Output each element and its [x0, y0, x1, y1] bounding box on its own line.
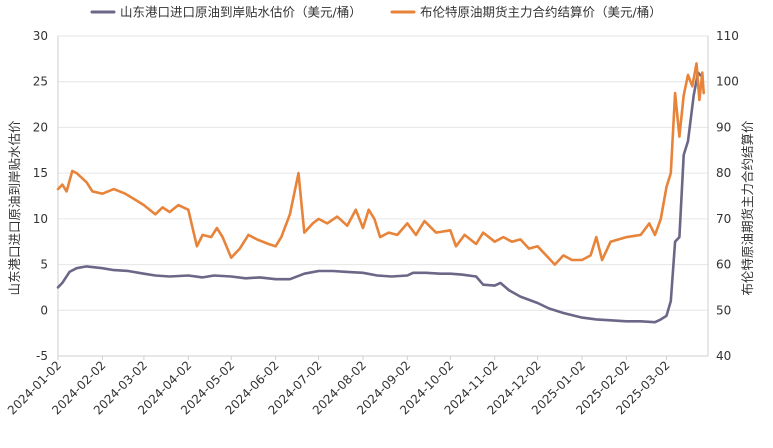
y-right-tick-label: 70: [716, 212, 731, 226]
y-left-tick-label: 20: [33, 120, 48, 134]
series-line-discount: [56, 71, 704, 324]
y-right-tick-label: 90: [716, 120, 731, 134]
y-right-tick-label: 100: [716, 75, 739, 89]
y-right-tick-label: 60: [716, 258, 731, 272]
y-right-tick-label: 110: [716, 29, 739, 43]
y-left-tick-label: 15: [33, 166, 48, 180]
series-lines: [56, 62, 706, 324]
y-right-tick-label: 80: [716, 166, 731, 180]
legend-label: 布伦特原油期货主力合约结算价（美元/桶）: [420, 5, 662, 20]
axes: -50510152025304050607080901001102024-01-…: [5, 29, 755, 417]
y-left-tick-label: 30: [33, 29, 48, 43]
y-left-axis-title: 山东港口进口原油到岸贴水估价: [7, 120, 22, 296]
series-line-brent: [56, 62, 706, 266]
legend-label: 山东港口进口原油到岸贴水估价（美元/桶）: [120, 5, 362, 20]
y-left-tick-label: 10: [33, 212, 48, 226]
y-left-tick-label: 0: [40, 303, 48, 317]
y-right-tick-label: 40: [716, 349, 731, 363]
y-right-axis-title: 布伦特原油期货主力合约结算价: [740, 120, 755, 296]
grid-lines: [58, 35, 708, 357]
legend: 山东港口进口原油到岸贴水估价（美元/桶） 布伦特原油期货主力合约结算价（美元/桶）: [90, 5, 662, 20]
y-left-tick-label: 25: [33, 75, 48, 89]
y-left-tick-label: -5: [36, 349, 48, 363]
y-right-tick-label: 50: [716, 303, 731, 317]
y-left-tick-label: 5: [40, 258, 48, 272]
